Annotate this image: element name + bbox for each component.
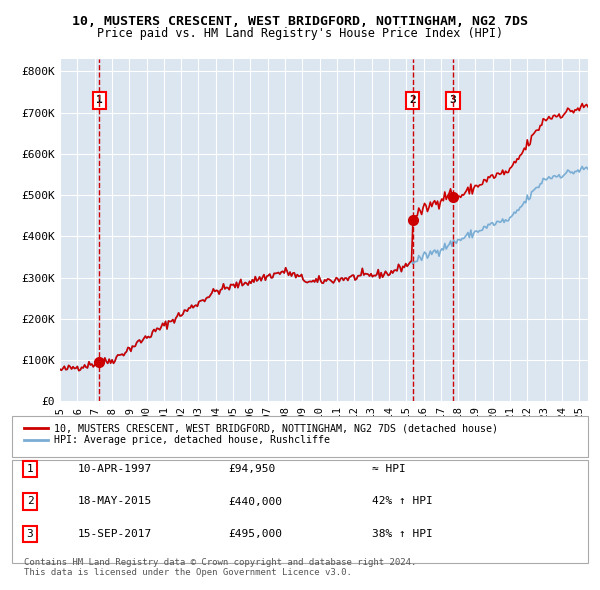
Text: 3: 3 (449, 95, 457, 105)
Text: 2: 2 (26, 497, 34, 506)
Text: £94,950: £94,950 (228, 464, 275, 474)
Text: Price paid vs. HM Land Registry's House Price Index (HPI): Price paid vs. HM Land Registry's House … (97, 27, 503, 40)
Text: Contains HM Land Registry data © Crown copyright and database right 2024.
This d: Contains HM Land Registry data © Crown c… (24, 558, 416, 577)
Text: 42% ↑ HPI: 42% ↑ HPI (372, 497, 433, 506)
Text: 2: 2 (409, 95, 416, 105)
Text: 10, MUSTERS CRESCENT, WEST BRIDGFORD, NOTTINGHAM, NG2 7DS (detached house): 10, MUSTERS CRESCENT, WEST BRIDGFORD, NO… (54, 424, 498, 433)
Text: ≈ HPI: ≈ HPI (372, 464, 406, 474)
Text: 10-APR-1997: 10-APR-1997 (78, 464, 152, 474)
Text: 18-MAY-2015: 18-MAY-2015 (78, 497, 152, 506)
Text: 38% ↑ HPI: 38% ↑ HPI (372, 529, 433, 539)
Text: 1: 1 (26, 464, 34, 474)
Text: 15-SEP-2017: 15-SEP-2017 (78, 529, 152, 539)
Text: 1: 1 (96, 95, 103, 105)
Text: £440,000: £440,000 (228, 497, 282, 506)
Text: HPI: Average price, detached house, Rushcliffe: HPI: Average price, detached house, Rush… (54, 435, 330, 445)
Text: £495,000: £495,000 (228, 529, 282, 539)
Text: 10, MUSTERS CRESCENT, WEST BRIDGFORD, NOTTINGHAM, NG2 7DS: 10, MUSTERS CRESCENT, WEST BRIDGFORD, NO… (72, 15, 528, 28)
Text: 3: 3 (26, 529, 34, 539)
